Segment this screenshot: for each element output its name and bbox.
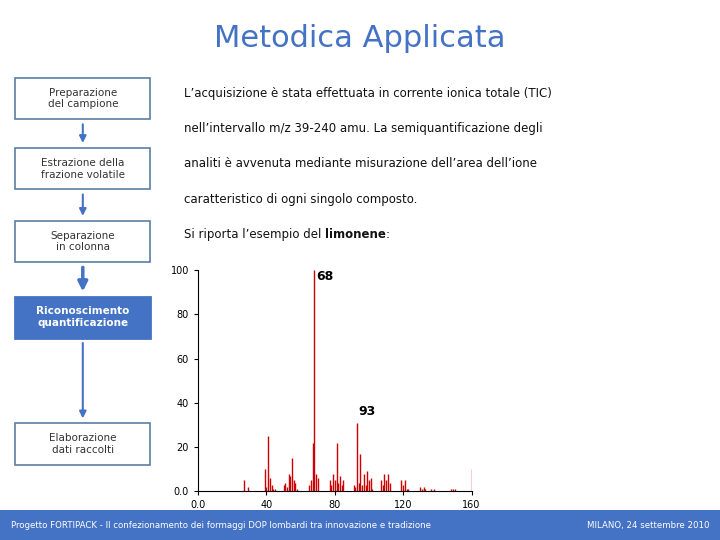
FancyBboxPatch shape — [15, 221, 150, 262]
Text: 68: 68 — [316, 270, 333, 283]
Text: :: : — [386, 228, 390, 241]
Text: Si riporta l’esempio del: Si riporta l’esempio del — [184, 228, 325, 241]
Text: Progetto FORTIPACK - Il confezionamento dei formaggi DOP lombardi tra innovazion: Progetto FORTIPACK - Il confezionamento … — [11, 521, 431, 530]
Text: Riconoscimento
quantificazione: Riconoscimento quantificazione — [36, 306, 130, 328]
FancyBboxPatch shape — [15, 78, 150, 119]
FancyBboxPatch shape — [15, 148, 150, 190]
Text: analiti è avvenuta mediante misurazione dell’area dell’ione: analiti è avvenuta mediante misurazione … — [184, 158, 536, 171]
FancyBboxPatch shape — [15, 423, 150, 465]
Text: Separazione
in colonna: Separazione in colonna — [50, 231, 115, 252]
Text: nell’intervallo m/z 39-240 amu. La semiquantificazione degli: nell’intervallo m/z 39-240 amu. La semiq… — [184, 122, 542, 135]
Text: L’acquisizione è stata effettuata in corrente ionica totale (TIC): L’acquisizione è stata effettuata in cor… — [184, 87, 552, 100]
Text: MILANO, 24 settembre 2010: MILANO, 24 settembre 2010 — [587, 521, 709, 530]
Text: Preparazione
del campione: Preparazione del campione — [48, 87, 118, 109]
Text: Elaborazione
dati raccolti: Elaborazione dati raccolti — [49, 433, 117, 455]
X-axis label: m/z: m/z — [325, 516, 345, 526]
Text: caratteristico di ogni singolo composto.: caratteristico di ogni singolo composto. — [184, 193, 417, 206]
FancyBboxPatch shape — [15, 296, 150, 338]
Text: Estrazione della
frazione volatile: Estrazione della frazione volatile — [41, 158, 125, 179]
Text: limonene: limonene — [325, 228, 386, 241]
Text: 93: 93 — [359, 406, 376, 419]
Text: Metodica Applicata: Metodica Applicata — [215, 24, 505, 52]
